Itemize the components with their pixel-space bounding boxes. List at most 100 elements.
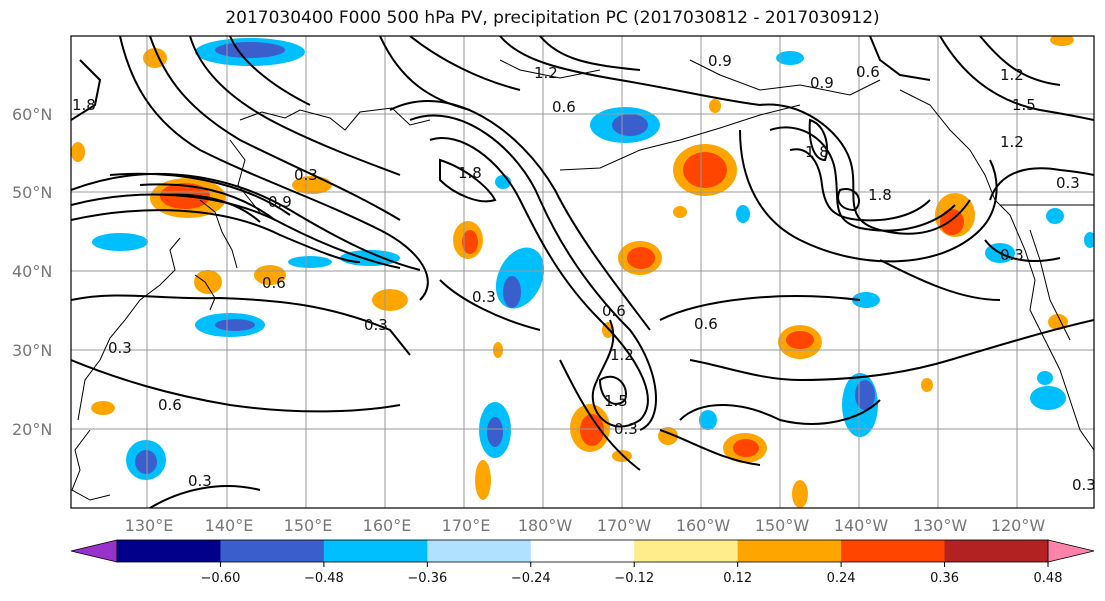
contour-label: 0.6 [602, 302, 626, 320]
lon-label: 170°W [597, 516, 652, 535]
graticule [71, 36, 1094, 508]
neg-anomaly [135, 450, 157, 474]
contour-label: 1.8 [458, 164, 482, 182]
colorbar-tick-label: −0.12 [614, 571, 654, 586]
contour-label: 1.8 [868, 186, 892, 204]
contour-label: 0.3 [364, 316, 388, 334]
contour-label: 0.9 [708, 52, 732, 70]
pos-anomaly [372, 289, 408, 311]
neg-anomaly [736, 205, 750, 223]
contour-label: 1.8 [72, 96, 96, 114]
precip-anomaly-shading [71, 36, 1094, 508]
pos-anomaly [475, 460, 491, 500]
contour-label: 1.5 [1012, 96, 1036, 114]
lon-label: 140°E [205, 516, 254, 535]
pos-anomaly [709, 99, 721, 113]
contour-label: 0.6 [694, 315, 718, 333]
contour-label: 0.3 [188, 472, 212, 490]
neg-anomaly [215, 42, 285, 58]
pos-anomaly [91, 401, 115, 415]
contour-label: 1.2 [1000, 66, 1024, 84]
neg-anomaly [776, 51, 804, 65]
pos-anomaly [1050, 36, 1074, 46]
colorbar-tick-label: −0.60 [201, 571, 241, 586]
contour-label: 0.9 [268, 193, 292, 211]
neg-anomaly [855, 380, 875, 410]
lat-label-30n: 30°N [12, 341, 52, 360]
contour-label: 0.3 [294, 166, 318, 184]
neg-anomaly [1037, 371, 1053, 385]
pos-anomaly [921, 378, 933, 392]
neg-anomaly [503, 276, 521, 308]
colorbar-segment [427, 540, 532, 562]
pos-anomaly [292, 176, 332, 194]
lat-label-40n: 40°N [12, 262, 52, 281]
contour-label: 1.2 [534, 64, 558, 82]
contour-label: 0.6 [856, 63, 880, 81]
pos-anomaly [673, 206, 687, 218]
colorbar-tick-label: −0.24 [511, 571, 551, 586]
contour-label: 0.3 [1000, 246, 1024, 264]
lon-label: 130°E [125, 516, 174, 535]
colorbar-min-arrow [70, 539, 118, 563]
contour-label: 0.6 [158, 396, 182, 414]
colorbar-tick-label: −0.36 [407, 571, 447, 586]
pos-anomaly [580, 414, 604, 446]
neg-anomaly [288, 256, 332, 268]
lon-label: 160°E [363, 516, 412, 535]
contour-label: 0.6 [552, 98, 576, 116]
colorbar-outline [116, 539, 1049, 563]
pos-anomaly [627, 247, 655, 269]
contour-label: 0.3 [1056, 174, 1080, 192]
colorbar-segment [737, 540, 842, 562]
coastlines [71, 59, 1094, 501]
lon-label: 150°E [284, 516, 333, 535]
pos-anomaly [254, 265, 286, 285]
colorbar-segment [220, 540, 325, 562]
lat-label-60n: 60°N [12, 105, 52, 124]
neg-anomaly [1030, 386, 1066, 410]
contour-label: 0.3 [108, 339, 132, 357]
contour-label: 0.3 [472, 288, 496, 306]
contour-label: 1.2 [1000, 133, 1024, 151]
contour-label: 0.3 [614, 420, 638, 438]
lon-label: 140°W [834, 516, 889, 535]
contour-label: 1.2 [610, 346, 634, 364]
colorbar-segment [530, 540, 635, 562]
neg-anomaly [92, 233, 148, 251]
pos-anomaly [683, 152, 727, 188]
lat-label-50n: 50°N [12, 183, 52, 202]
neg-anomaly [699, 410, 717, 430]
contour-label: 0.3 [1072, 476, 1096, 494]
colorbar: −0.60 −0.48 −0.36 −0.24 −0.12 0.12 0.24 0.36 0.4… [70, 539, 1095, 586]
neg-anomaly [1046, 208, 1064, 224]
pos-anomaly [792, 480, 808, 508]
colorbar-max-arrow [1047, 539, 1095, 563]
neg-anomaly [215, 319, 255, 331]
colorbar-segment [634, 540, 739, 562]
colorbar-segment [323, 540, 428, 562]
pos-anomaly [786, 331, 814, 349]
contour-label: 0.6 [262, 274, 286, 292]
lon-label: 150°W [755, 516, 810, 535]
lon-label: 160°W [676, 516, 731, 535]
contour-label: 0.9 [810, 74, 834, 92]
colorbar-tick-label: 0.24 [827, 571, 856, 586]
lon-label: 170°E [442, 516, 491, 535]
colorbar-tick-label: 0.48 [1034, 571, 1063, 586]
lon-label: 130°W [913, 516, 968, 535]
lon-label: 120°W [991, 516, 1046, 535]
colorbar-segment [944, 540, 1049, 562]
colorbar-segment [841, 540, 946, 562]
map-frame [70, 35, 1095, 509]
neg-anomaly [487, 417, 503, 447]
pos-anomaly [462, 230, 478, 254]
lat-label-20n: 20°N [12, 420, 52, 439]
pos-anomaly [194, 270, 222, 294]
contour-label: 1.8 [805, 143, 829, 161]
colorbar-tick-label: −0.48 [304, 571, 344, 586]
contour-labels: 1.8 0.3 0.9 0.6 0.3 0.6 0.3 0.3 0.6 1.2 … [72, 52, 1096, 494]
neg-anomaly [612, 114, 648, 136]
lon-label: 180°W [518, 516, 573, 535]
